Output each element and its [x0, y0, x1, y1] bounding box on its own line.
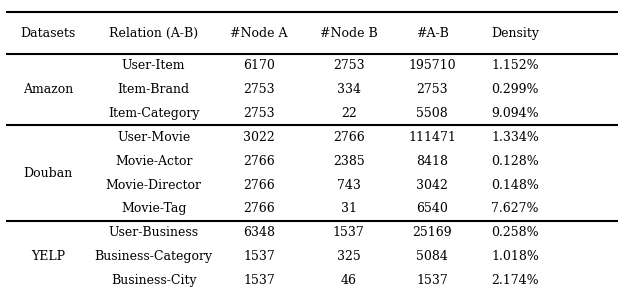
Text: 2753: 2753: [243, 107, 275, 120]
Text: Datasets: Datasets: [20, 27, 76, 40]
Text: Relation (A-B): Relation (A-B): [109, 27, 198, 40]
Text: Movie-Actor: Movie-Actor: [115, 155, 193, 168]
Text: 2753: 2753: [243, 83, 275, 96]
Text: YELP: YELP: [31, 250, 65, 263]
Text: Amazon: Amazon: [23, 83, 73, 96]
Text: Movie-Director: Movie-Director: [106, 179, 202, 191]
Text: 2753: 2753: [333, 59, 365, 72]
Text: Business-Category: Business-Category: [95, 250, 212, 263]
Text: 2766: 2766: [243, 203, 275, 215]
Text: 743: 743: [337, 179, 361, 191]
Text: 325: 325: [337, 250, 361, 263]
Text: 2766: 2766: [243, 179, 275, 191]
Text: Business-City: Business-City: [111, 274, 196, 287]
Text: 0.128%: 0.128%: [492, 155, 539, 168]
Text: 1537: 1537: [416, 274, 448, 287]
Text: 8418: 8418: [416, 155, 448, 168]
Text: 9.094%: 9.094%: [492, 107, 539, 120]
Text: 6540: 6540: [416, 203, 448, 215]
Text: 3022: 3022: [243, 131, 275, 144]
Text: 6348: 6348: [243, 226, 275, 239]
Text: User-Movie: User-Movie: [117, 131, 190, 144]
Text: 1537: 1537: [243, 274, 275, 287]
Text: 334: 334: [337, 83, 361, 96]
Text: User-Business: User-Business: [109, 226, 198, 239]
Text: Item-Category: Item-Category: [108, 107, 199, 120]
Text: 5508: 5508: [416, 107, 448, 120]
Text: 1537: 1537: [333, 226, 365, 239]
Text: 195710: 195710: [408, 59, 456, 72]
Text: 111471: 111471: [408, 131, 456, 144]
Text: 1.334%: 1.334%: [492, 131, 539, 144]
Text: 46: 46: [341, 274, 357, 287]
Text: 1.152%: 1.152%: [492, 59, 539, 72]
Text: 2766: 2766: [333, 131, 365, 144]
Text: 0.299%: 0.299%: [492, 83, 539, 96]
Text: 5084: 5084: [416, 250, 448, 263]
Text: #Node A: #Node A: [230, 27, 288, 40]
Text: 2753: 2753: [416, 83, 448, 96]
Text: Item-Brand: Item-Brand: [118, 83, 189, 96]
Text: Movie-Tag: Movie-Tag: [121, 203, 186, 215]
Text: 22: 22: [341, 107, 356, 120]
Text: 1.018%: 1.018%: [492, 250, 539, 263]
Text: #A-B: #A-B: [415, 27, 449, 40]
Text: Douban: Douban: [24, 167, 72, 180]
Text: #Node B: #Node B: [320, 27, 378, 40]
Text: User-Item: User-Item: [122, 59, 186, 72]
Text: 0.148%: 0.148%: [492, 179, 539, 191]
Text: 2766: 2766: [243, 155, 275, 168]
Text: 2385: 2385: [333, 155, 365, 168]
Text: 7.627%: 7.627%: [492, 203, 539, 215]
Text: 1537: 1537: [243, 250, 275, 263]
Text: 2.174%: 2.174%: [492, 274, 539, 287]
Text: 25169: 25169: [412, 226, 452, 239]
Text: 6170: 6170: [243, 59, 275, 72]
Text: 31: 31: [341, 203, 357, 215]
Text: Density: Density: [492, 27, 540, 40]
Text: 0.258%: 0.258%: [492, 226, 539, 239]
Text: 3042: 3042: [416, 179, 448, 191]
